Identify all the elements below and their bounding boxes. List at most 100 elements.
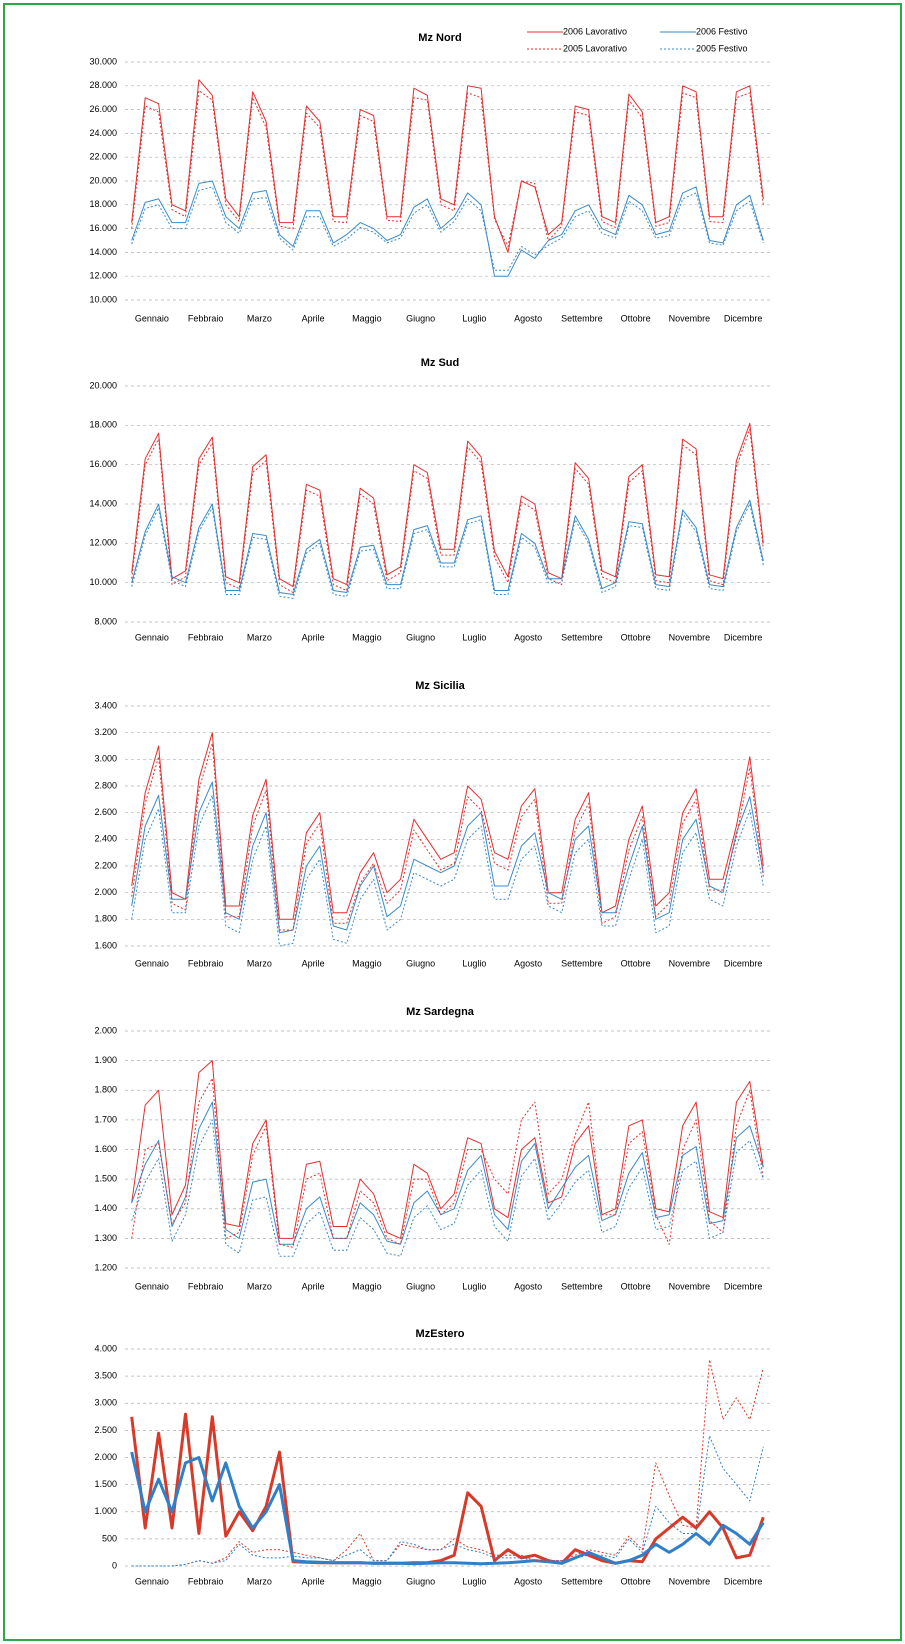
series-line (131, 186, 764, 271)
y-tick-label: 8.000 (94, 616, 117, 626)
x-tick-label: Luglio (462, 958, 486, 968)
series-line (131, 1119, 764, 1257)
legend-label: 2006 Festivo (696, 26, 748, 36)
y-tick-label: 3.500 (94, 1371, 117, 1381)
x-tick-label: Novembre (669, 958, 711, 968)
x-tick-label: Agosto (514, 958, 542, 968)
y-tick-label: 4.000 (94, 1343, 117, 1353)
y-tick-label: 22.000 (89, 152, 117, 162)
y-tick-label: 2.000 (94, 887, 117, 897)
y-tick-label: 1.400 (94, 1203, 117, 1213)
x-tick-label: Ottobre (621, 313, 651, 323)
x-tick-label: Febbraio (188, 958, 224, 968)
series-line (131, 428, 764, 593)
x-tick-label: Aprile (302, 958, 325, 968)
series-line (131, 499, 764, 595)
legend-label: 2005 Festivo (696, 43, 748, 53)
series-line (131, 794, 764, 947)
frame (3, 3, 902, 1641)
x-tick-label: Settembre (561, 313, 603, 323)
series-line (131, 422, 764, 588)
x-tick-label: Febbraio (188, 313, 224, 323)
x-tick-label: Agosto (514, 1281, 542, 1291)
y-tick-label: 1.800 (94, 914, 117, 924)
y-tick-label: 12.000 (89, 271, 117, 281)
x-tick-label: Agosto (514, 632, 542, 642)
x-tick-label: Luglio (462, 1281, 486, 1291)
x-tick-label: Ottobre (621, 958, 651, 968)
y-tick-label: 18.000 (89, 420, 117, 430)
y-tick-label: 1.800 (94, 1085, 117, 1095)
chart-title: Mz Sardegna (406, 1006, 475, 1018)
x-tick-label: Febbraio (188, 1281, 224, 1291)
x-tick-label: Novembre (669, 1576, 711, 1586)
x-tick-label: Agosto (514, 1576, 542, 1586)
y-tick-label: 1.500 (94, 1174, 117, 1184)
x-tick-label: Marzo (247, 1576, 272, 1586)
y-tick-label: 20.000 (89, 380, 117, 390)
x-tick-label: Giugno (406, 958, 435, 968)
x-tick-label: Settembre (561, 958, 603, 968)
y-tick-label: 10.000 (89, 577, 117, 587)
x-tick-label: Marzo (247, 1281, 272, 1291)
x-tick-label: Novembre (669, 1281, 711, 1291)
x-tick-label: Settembre (561, 1576, 603, 1586)
y-tick-label: 2.000 (94, 1025, 117, 1035)
series-line (131, 1060, 764, 1239)
x-tick-label: Aprile (302, 1281, 325, 1291)
y-tick-label: 3.000 (94, 754, 117, 764)
chart-title: Mz Sud (421, 357, 460, 369)
y-tick-label: 1.200 (94, 1262, 117, 1272)
chart-title: Mz Sicilia (415, 680, 465, 692)
x-tick-label: Febbraio (188, 632, 224, 642)
x-tick-label: Maggio (352, 632, 382, 642)
y-tick-label: 1.500 (94, 1479, 117, 1489)
x-tick-label: Luglio (462, 313, 486, 323)
x-tick-label: Maggio (352, 1576, 382, 1586)
x-tick-label: Ottobre (621, 1281, 651, 1291)
series-line (131, 1077, 764, 1248)
series-line (131, 732, 764, 920)
y-tick-label: 26.000 (89, 104, 117, 114)
y-tick-label: 3.400 (94, 700, 117, 710)
x-tick-label: Gennaio (135, 1576, 169, 1586)
y-tick-label: 18.000 (89, 199, 117, 209)
x-tick-label: Giugno (406, 313, 435, 323)
y-tick-label: 28.000 (89, 80, 117, 90)
x-tick-label: Dicembre (724, 1281, 763, 1291)
x-tick-label: Maggio (352, 958, 382, 968)
series-line (131, 742, 764, 931)
series-line (131, 1101, 764, 1245)
x-tick-label: Marzo (247, 632, 272, 642)
y-tick-label: 1.600 (94, 1144, 117, 1154)
x-tick-label: Ottobre (621, 632, 651, 642)
y-tick-label: 16.000 (89, 223, 117, 233)
x-tick-label: Giugno (406, 1281, 435, 1291)
x-tick-label: Settembre (561, 1281, 603, 1291)
x-tick-label: Gennaio (135, 958, 169, 968)
chart-title: Mz Nord (418, 32, 461, 44)
x-tick-label: Luglio (462, 1576, 486, 1586)
series-line (131, 1359, 764, 1567)
x-tick-label: Dicembre (724, 313, 763, 323)
series-line (131, 79, 764, 253)
y-tick-label: 20.000 (89, 175, 117, 185)
x-tick-label: Maggio (352, 313, 382, 323)
y-tick-label: 2.600 (94, 807, 117, 817)
x-tick-label: Febbraio (188, 1576, 224, 1586)
y-tick-label: 10.000 (89, 294, 117, 304)
x-tick-label: Aprile (302, 632, 325, 642)
x-tick-label: Gennaio (135, 1281, 169, 1291)
y-tick-label: 3.200 (94, 727, 117, 737)
y-tick-label: 16.000 (89, 459, 117, 469)
y-tick-label: 500 (102, 1533, 117, 1543)
x-tick-label: Marzo (247, 313, 272, 323)
x-tick-label: Marzo (247, 958, 272, 968)
x-tick-label: Maggio (352, 1281, 382, 1291)
y-tick-label: 0 (112, 1560, 117, 1570)
series-line (130, 1412, 765, 1565)
y-tick-label: 2.200 (94, 860, 117, 870)
y-tick-label: 2.000 (94, 1452, 117, 1462)
legend-label: 2006 Lavorativo (563, 26, 627, 36)
x-tick-label: Aprile (302, 1576, 325, 1586)
